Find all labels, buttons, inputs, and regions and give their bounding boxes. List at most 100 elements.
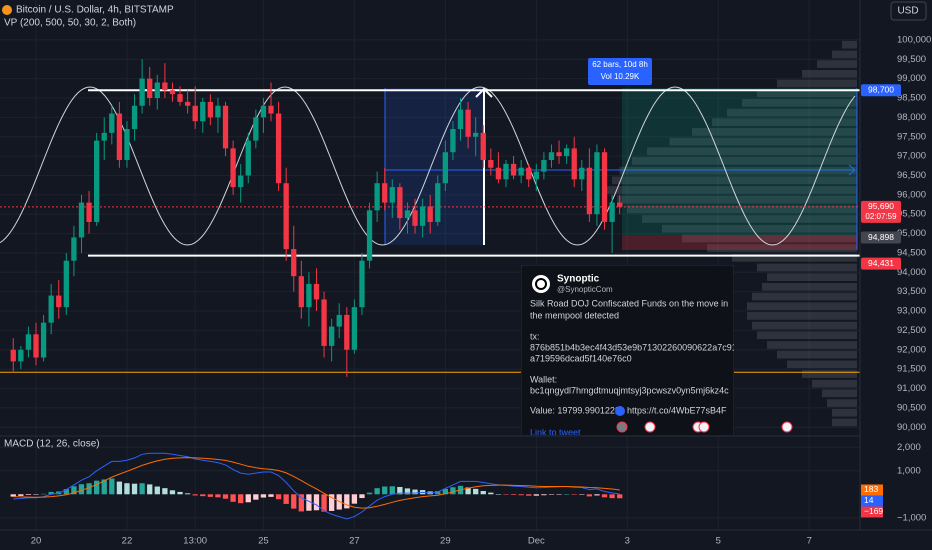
macd-histogram-bar <box>351 494 358 504</box>
volume-profile-row <box>647 147 857 156</box>
macd-histogram-bar <box>222 494 229 499</box>
macd-histogram-bar <box>116 481 123 495</box>
macd-histogram-bar <box>435 490 441 495</box>
macd-histogram-bar <box>18 494 24 496</box>
price-tick-label: 95,000 <box>897 228 926 239</box>
macd-title[interactable]: MACD (12, 26, close) <box>4 439 100 450</box>
candle-body <box>457 109 464 129</box>
volume-profile-row <box>612 176 857 185</box>
long-stop <box>622 235 857 250</box>
candle-body <box>518 167 524 176</box>
candle-body <box>63 260 69 308</box>
currency-button[interactable] <box>890 1 927 21</box>
price-tick-label: 97,500 <box>897 131 926 142</box>
macd-tick-label: 2,000 <box>897 442 921 453</box>
macd-histogram-bar <box>594 494 600 496</box>
macd-histogram-bar <box>268 494 274 497</box>
candle-body <box>563 148 570 157</box>
macd-value-bg <box>861 495 883 507</box>
marker-label: 94,898 <box>868 232 894 242</box>
volume-profile-row <box>669 137 857 146</box>
candle-body <box>40 322 47 358</box>
tweet-line: the mempool detected <box>530 310 619 320</box>
macd-histogram-bar <box>480 490 486 495</box>
indicator-title[interactable]: VP (200, 500, 50, 30, 2, Both) <box>4 18 136 29</box>
macd-histogram-bar <box>253 494 259 500</box>
volume-profile-row <box>762 282 857 291</box>
level-label: 94,431 <box>868 258 894 268</box>
tweet-link: Link to tweet <box>530 427 581 437</box>
price-tick-label: 95,500 <box>897 209 926 220</box>
macd-histogram-bar <box>473 488 479 495</box>
macd-histogram-bar <box>238 494 244 504</box>
macd-histogram-bar <box>579 494 585 495</box>
symbol-title[interactable]: Bitcoin / U.S. Dollar, 4h, BITSTAMP <box>16 5 174 16</box>
volume-profile-row <box>632 157 857 165</box>
measure-label: Vol 10.29K <box>601 72 640 81</box>
volume-profile-row <box>802 69 857 78</box>
candle-body <box>404 210 411 219</box>
macd-histogram-bar <box>33 494 39 495</box>
time-tick-label: Dec <box>528 536 545 547</box>
marker-label-bg <box>861 231 901 244</box>
candle-body <box>533 171 539 180</box>
tweet-line: Wallet: <box>530 374 557 384</box>
last-price-label-bg <box>861 200 901 223</box>
candle-body <box>162 82 168 91</box>
candle-body <box>510 163 517 176</box>
volume-profile-row <box>832 408 857 417</box>
price-tick-label: 97,000 <box>897 151 926 162</box>
event-flag <box>616 421 628 433</box>
candle-body <box>594 152 600 215</box>
macd-histogram-bar <box>382 486 388 495</box>
volume-profile-row <box>757 263 857 272</box>
tweet-line: a719596dcad5f140e76c0 <box>530 353 632 363</box>
price-tick-label: 100,000 <box>897 34 931 45</box>
price-tick-label: 94,000 <box>897 267 926 278</box>
candle-body <box>450 128 456 153</box>
candle-body <box>230 148 236 188</box>
tweet-avatar-inner <box>535 278 547 290</box>
price-tick-label: 96,000 <box>897 189 926 200</box>
macd-histogram-bar <box>389 486 395 495</box>
volume-profile-row <box>832 50 857 59</box>
volume-profile-row <box>747 302 857 311</box>
candle-body <box>313 283 320 300</box>
macd-histogram-bar <box>563 494 570 495</box>
macd-tick-label: −1,000 <box>897 512 926 523</box>
volume-profile-row <box>812 379 857 388</box>
volume-profile-row <box>732 253 857 262</box>
candle-body <box>48 295 54 323</box>
macd-histogram-bar <box>321 494 327 512</box>
macd-histogram-bar <box>48 491 54 495</box>
candle-body <box>344 314 350 350</box>
volume-profile-row <box>842 40 857 49</box>
macd-histogram-bar <box>518 494 524 496</box>
macd-histogram-bar <box>260 494 267 498</box>
sine-drawing <box>0 86 856 246</box>
volume-profile-row <box>607 186 857 194</box>
macd-histogram-bar <box>617 494 623 499</box>
candle-body <box>473 132 479 137</box>
volume-profile-row <box>777 350 857 359</box>
tweet-plus <box>615 406 625 416</box>
volume-profile-row <box>752 292 857 301</box>
macd-histogram-bar <box>374 488 380 495</box>
macd-histogram-bar <box>215 494 221 498</box>
candle-body <box>56 295 62 308</box>
candle-body <box>245 140 251 176</box>
volume-profile-row <box>682 234 857 243</box>
macd-histogram-bar <box>139 483 145 495</box>
tweet-line: Silk Road DOJ Confiscated Funds on the m… <box>530 298 728 308</box>
macd-histogram-bar <box>404 488 411 495</box>
currency-label[interactable]: USD <box>897 6 918 17</box>
macd-line <box>13 452 620 520</box>
macd-histogram-bar <box>207 494 214 497</box>
macd-histogram-bar <box>336 494 342 510</box>
volume-profile-row <box>692 128 857 136</box>
volume-profile-row <box>747 312 857 320</box>
candle-body <box>207 101 214 118</box>
macd-histogram-bar <box>230 494 236 502</box>
time-tick-label: 13:00 <box>183 536 207 547</box>
time-tick-label: 3 <box>625 536 630 547</box>
